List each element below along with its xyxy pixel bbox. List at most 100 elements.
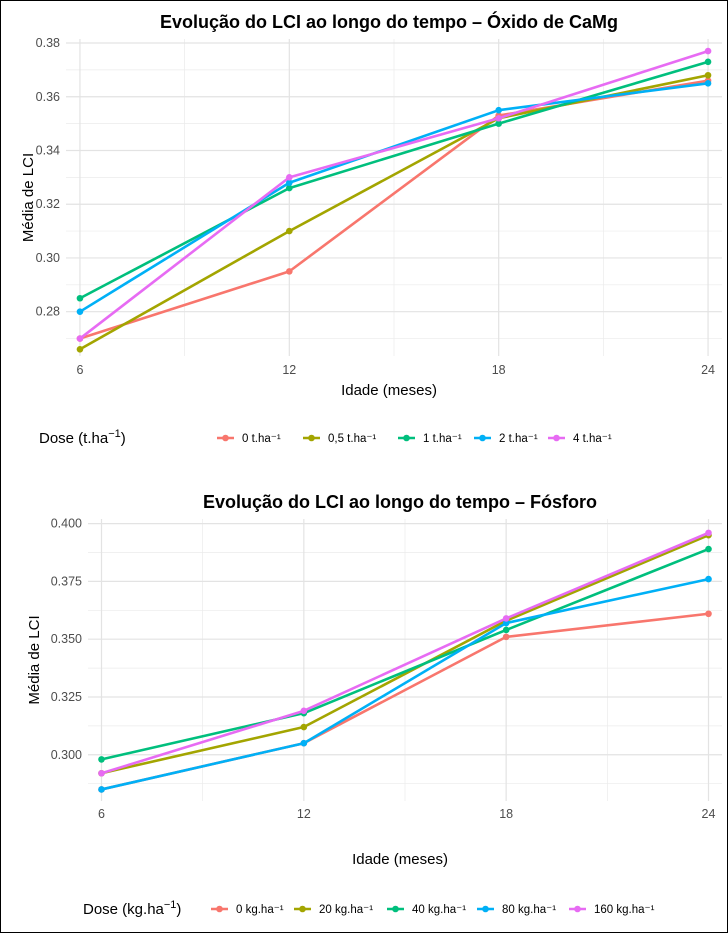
data-point — [76, 294, 84, 302]
data-point — [502, 633, 510, 641]
legend-key-5: 4 t.ha⁻¹ — [548, 433, 612, 445]
legend-key-2: 0,5 t.ha⁻¹ — [303, 433, 376, 445]
data-point — [502, 626, 510, 634]
data-point — [286, 268, 293, 275]
data-point — [705, 545, 712, 553]
series-line — [78, 79, 710, 340]
data-point — [705, 575, 712, 583]
data-point — [502, 619, 510, 627]
y-tick-label: 0.34 — [36, 143, 60, 157]
grid — [88, 519, 722, 801]
y-tick-label: 0.28 — [36, 305, 60, 319]
x-tick-label: 6 — [98, 807, 105, 821]
x-tick-label: 12 — [297, 807, 311, 821]
legend-title: Dose (t.ha−1) — [39, 428, 126, 447]
data-point — [495, 120, 502, 127]
data-point — [300, 723, 308, 731]
y-tick-label: 0.375 — [51, 574, 82, 588]
x-axis-title: Idade (meses) — [341, 382, 437, 399]
legend-title-text: Dose (kg.ha — [83, 901, 165, 918]
data-point — [704, 80, 712, 87]
legend-label: 2 t.ha⁻¹ — [499, 433, 538, 445]
legend-key-marker — [479, 434, 486, 442]
x-tick-label: 24 — [701, 363, 715, 377]
legend: Dose (t.ha−1) 0 t.ha⁻¹ 0,5 t.ha⁻¹ 1 t.ha⁻¹ 2… — [39, 428, 612, 447]
legend-title-text: Dose (t.ha — [39, 430, 109, 447]
data-point — [300, 707, 308, 715]
data-point — [286, 184, 293, 192]
legend-label: 1 t.ha⁻¹ — [423, 433, 462, 445]
data-point — [286, 227, 293, 235]
x-tick-label: 18 — [492, 363, 506, 377]
series-line — [78, 49, 710, 340]
legend-key-3: 40 kg.ha⁻¹ — [387, 904, 466, 916]
y-tick-label: 0.38 — [36, 36, 60, 50]
y-tick-label: 0.30 — [36, 251, 60, 265]
legend-label: 160 kg.ha⁻¹ — [594, 904, 655, 916]
chart-panel-1: Evolução do LCI ao longo do tempo – Óxid… — [20, 11, 722, 447]
legend-key-marker — [216, 905, 223, 913]
series-line — [100, 547, 710, 761]
legend-key-marker — [403, 434, 410, 442]
legend-label: 0 kg.ha⁻¹ — [236, 904, 284, 916]
data-point — [502, 615, 510, 622]
y-tick-label: 0.350 — [51, 632, 82, 646]
data-point — [98, 756, 105, 763]
x-tick-label: 6 — [76, 363, 83, 377]
y-tick-label: 0.300 — [51, 748, 82, 762]
chart-title: Evolução do LCI ao longo do tempo – Fósf… — [203, 492, 597, 512]
chart-title: Evolução do LCI ao longo do tempo – Óxid… — [160, 11, 618, 32]
data-point — [98, 786, 105, 793]
series-line — [100, 531, 710, 775]
data-point — [705, 610, 712, 618]
series-line — [100, 533, 710, 775]
legend-title-close: ) — [176, 901, 181, 918]
series-5 — [98, 529, 712, 777]
legend-title-close: ) — [121, 430, 126, 447]
legend-label: 40 kg.ha⁻¹ — [412, 904, 466, 916]
legend-label: 20 kg.ha⁻¹ — [319, 904, 373, 916]
data-point — [76, 308, 84, 315]
data-point — [495, 106, 502, 114]
x-tick-label: 24 — [702, 807, 716, 821]
legend-key-1: 0 t.ha⁻¹ — [217, 433, 281, 445]
y-axis-title: Média de LCI — [20, 153, 37, 242]
legend-key-marker — [299, 905, 306, 913]
legend-key-marker — [574, 905, 581, 913]
data-point — [495, 114, 502, 122]
x-tick-label: 18 — [499, 807, 513, 821]
data-point — [704, 47, 712, 55]
legend-key-marker — [482, 905, 489, 913]
legend-label: 80 kg.ha⁻¹ — [502, 904, 556, 916]
data-point — [704, 58, 712, 66]
legend-key-marker — [392, 905, 399, 913]
data-point — [286, 179, 293, 187]
legend-key-4: 80 kg.ha⁻¹ — [477, 904, 556, 916]
series-5 — [76, 47, 712, 342]
legend-label: 0,5 t.ha⁻¹ — [328, 433, 376, 445]
data-point — [704, 71, 712, 79]
y-tick-label: 0.325 — [51, 690, 82, 704]
legend-key-marker — [553, 434, 560, 442]
legend-label: 4 t.ha⁻¹ — [573, 433, 612, 445]
legend-key-marker — [222, 434, 229, 442]
legend-key-marker — [308, 434, 315, 442]
legend-title-superscript: −1 — [108, 428, 121, 440]
data-point — [76, 335, 84, 342]
data-point — [300, 739, 308, 747]
legend-title-superscript: −1 — [164, 899, 177, 911]
legend-key-1: 0 kg.ha⁻¹ — [211, 904, 284, 916]
legend-key-2: 20 kg.ha⁻¹ — [294, 904, 373, 916]
data-point — [286, 174, 293, 181]
y-tick-label: 0.36 — [36, 90, 60, 104]
x-tick-label: 12 — [282, 363, 296, 377]
legend-title: Dose (kg.ha−1) — [83, 899, 181, 918]
legend-key-5: 160 kg.ha⁻¹ — [569, 904, 655, 916]
data-point — [705, 529, 712, 537]
legend: Dose (kg.ha−1) 0 kg.ha⁻¹ 20 kg.ha⁻¹ 40 kg.h… — [83, 899, 655, 918]
y-tick-label: 0.400 — [51, 517, 82, 531]
data-point — [76, 345, 84, 353]
data-point — [98, 769, 105, 777]
